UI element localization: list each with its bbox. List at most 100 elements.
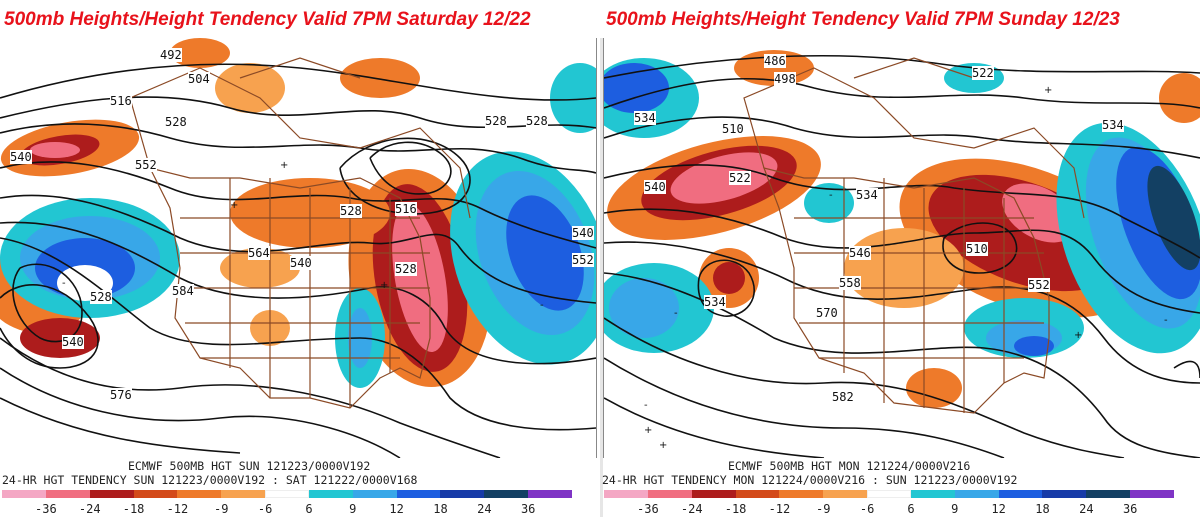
contour-label: 528	[526, 114, 548, 128]
colorbar-swatch	[177, 490, 222, 498]
svg-text:+: +	[1074, 330, 1082, 341]
contour-label: 492	[160, 48, 182, 62]
height-contours	[0, 63, 596, 458]
colorbar-tick-label: 24	[1079, 502, 1094, 516]
panel-divider	[600, 38, 603, 517]
contour-label: 516	[395, 202, 417, 216]
contour-label: 528	[340, 204, 362, 218]
map-canvas-left: + + + - -	[0, 38, 596, 458]
contour-label: 510	[722, 122, 744, 136]
colorbar-swatch	[221, 490, 266, 498]
svg-text:+: +	[380, 280, 388, 291]
colorbar-swatch	[691, 490, 736, 498]
contour-label: 528	[485, 114, 507, 128]
colorbar-swatch	[604, 490, 648, 498]
colorbar-swatch	[1130, 490, 1174, 498]
colorbar-tick-label: 36	[520, 502, 536, 516]
contour-label: 576	[110, 388, 132, 402]
contour-labels-right: 486 498 510 522 534 534 522 540 534 546 …	[604, 38, 1200, 458]
colorbar-swatch	[910, 490, 955, 498]
svg-text:-: -	[540, 300, 544, 311]
svg-text:+: +	[644, 425, 652, 436]
svg-text:+: +	[1044, 85, 1052, 96]
contour-label: 540	[290, 256, 312, 270]
colorbar-tick-label: -36	[637, 502, 659, 516]
colorbar-swatch	[396, 490, 441, 498]
colorbar-tick-label: 12	[389, 502, 404, 516]
tendency-line-right: 24-HR HGT TENDENCY MON 121224/0000V216 :…	[602, 473, 1018, 487]
contour-label: 564	[248, 246, 270, 260]
contour-label: 516	[110, 94, 132, 108]
colorbar-swatch	[998, 490, 1043, 498]
colorbar-swatch	[133, 490, 178, 498]
colorbar-tick-label: -36	[35, 502, 57, 516]
colorbar-swatch	[265, 490, 309, 498]
colorbar-tick-label: -6	[859, 502, 875, 516]
contour-label: 510	[966, 242, 988, 256]
colorbar-swatch	[352, 490, 397, 498]
colorbar-swatch	[484, 490, 529, 498]
colorbar-tick-label: 36	[1122, 502, 1138, 516]
contour-label: 584	[172, 284, 194, 298]
model-line-left: ECMWF 500MB HGT SUN 121223/0000V192	[128, 459, 371, 473]
contour-label: 534	[856, 188, 878, 202]
colorbar-right	[604, 490, 1174, 498]
svg-text:-: -	[674, 308, 678, 319]
political-boundaries	[743, 57, 1085, 414]
colorbar-ticks-right: -36 -24 -18 -12 -9 -6 6 9 12 18 24 36	[604, 502, 1174, 516]
contour-label: 486	[764, 54, 786, 68]
contour-label: 534	[634, 111, 656, 125]
contour-label: 552	[135, 158, 157, 172]
colorbar-swatch	[440, 490, 485, 498]
contour-label: 540	[644, 180, 666, 194]
contour-label: 552	[1028, 278, 1050, 292]
contour-label: 504	[188, 72, 210, 86]
colorbar-swatch	[89, 490, 134, 498]
colorbar-swatch	[867, 490, 911, 498]
map-canvas-right: + + + + - - - -	[604, 50, 1200, 458]
colorbar-swatch	[823, 490, 868, 498]
colorbar-swatch	[45, 490, 90, 498]
colorbar-swatch	[647, 490, 692, 498]
colorbar-tick-label: 9	[349, 502, 357, 516]
contour-label: 522	[729, 171, 751, 185]
colorbar-swatch	[308, 490, 353, 498]
colorbar-swatch	[735, 490, 780, 498]
contour-label: 528	[395, 262, 417, 276]
contour-label: 534	[1102, 118, 1124, 132]
map-panel-left: + + + - - 492 504 516 528 528 528 540 552 52…	[0, 38, 597, 458]
contour-label: 558	[839, 276, 861, 290]
colorbar-tick-label: 6	[305, 502, 313, 516]
colorbar-tick-label: -24	[78, 502, 101, 516]
colorbar-tick-label: 18	[1035, 502, 1050, 516]
svg-text:-: -	[62, 278, 66, 289]
colorbar-swatch	[1086, 490, 1131, 498]
contour-label: 570	[816, 306, 838, 320]
tendency-line-left: 24-HR HGT TENDENCY SUN 121223/0000V192 :…	[2, 473, 418, 487]
colorbar-swatch	[2, 490, 46, 498]
contour-label: 528	[165, 115, 187, 129]
tendency-markers: + + + + - - - -	[644, 85, 1168, 451]
colorbar-tick-label: -9	[816, 502, 831, 516]
svg-text:+: +	[280, 160, 288, 171]
contour-label: 546	[849, 246, 871, 260]
panel-title-right: 500mb Heights/Height Tendency Valid 7PM …	[606, 9, 1120, 30]
colorbar-tick-label: -18	[724, 502, 747, 516]
colorbar-tick-label: -24	[680, 502, 703, 516]
colorbar-tick-label: 9	[951, 502, 959, 516]
map-panel-right: + + + + - - - - 486 498 510 522 534 534 522 54…	[603, 38, 1200, 458]
svg-text:+: +	[230, 200, 238, 211]
colorbar-swatch	[1042, 490, 1087, 498]
svg-text:-: -	[1164, 315, 1168, 326]
contour-label: 540	[62, 335, 84, 349]
contour-label: 540	[572, 226, 594, 240]
colorbar-swatch	[779, 490, 824, 498]
contour-label: 582	[832, 390, 854, 404]
positive-tendency-areas	[604, 58, 1200, 358]
svg-text:-: -	[644, 400, 648, 411]
colorbar-tick-label: -18	[122, 502, 145, 516]
colorbar-tick-label: 12	[991, 502, 1006, 516]
contour-label: 522	[972, 66, 994, 80]
colorbar-swatch	[528, 490, 572, 498]
colorbar-tick-label: -6	[257, 502, 273, 516]
